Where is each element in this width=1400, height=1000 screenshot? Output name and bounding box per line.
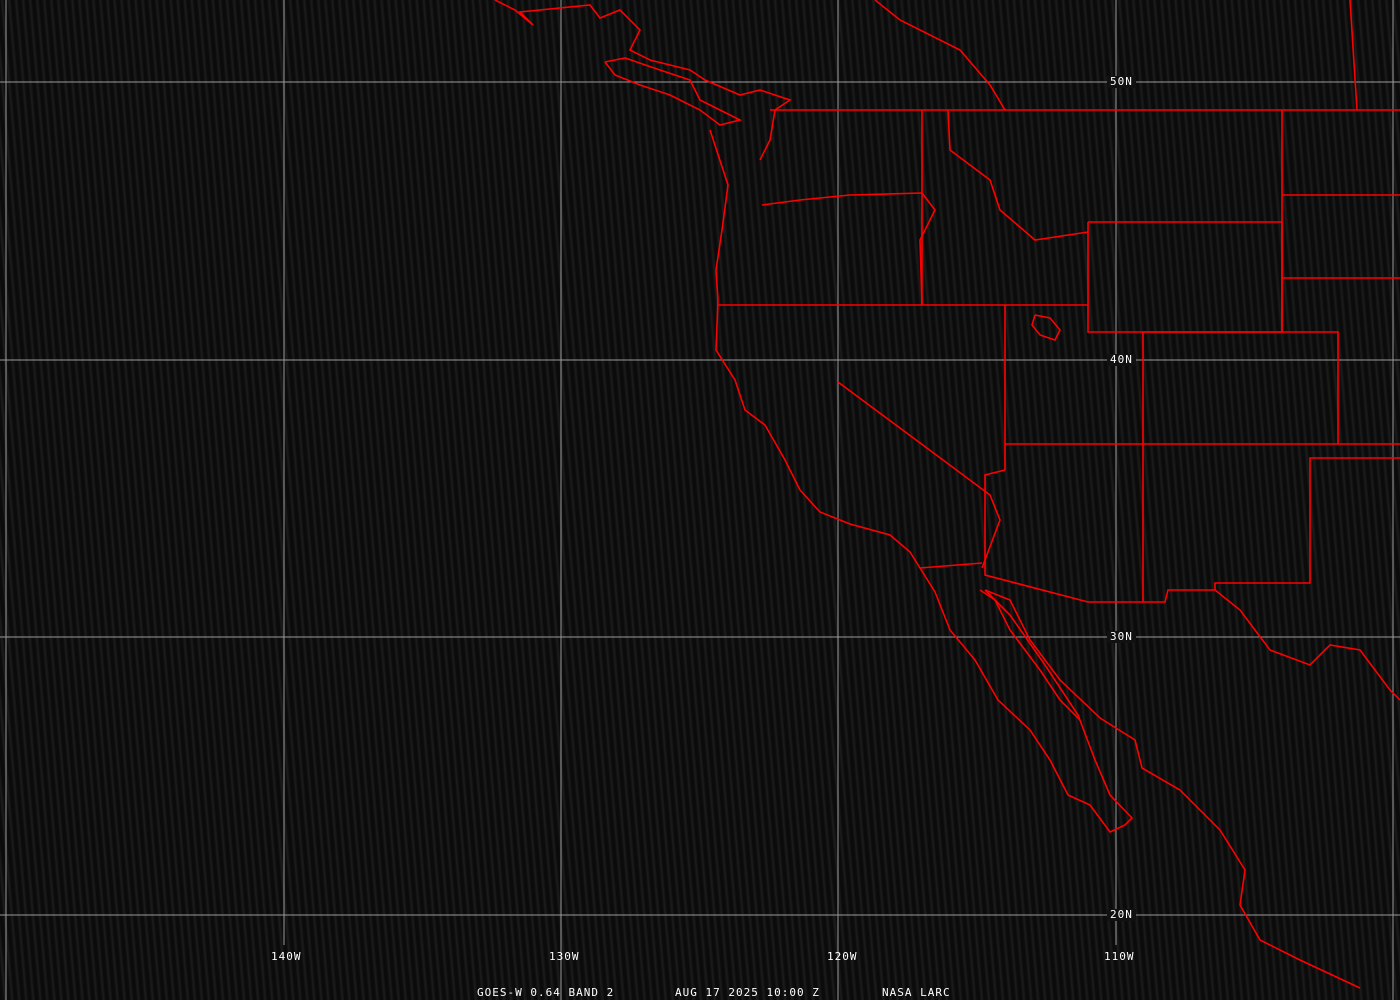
az-border xyxy=(984,469,1143,603)
colorado xyxy=(1143,331,1339,444)
lat-label-20n: 20N xyxy=(1107,909,1136,921)
lon-label-120w: 120W xyxy=(827,950,858,963)
canada-border xyxy=(874,0,1006,111)
bc-coast xyxy=(494,0,792,161)
mexico-us-gulf xyxy=(1214,589,1400,701)
id-mt-border xyxy=(947,109,1089,241)
ca-mexico-border xyxy=(919,562,983,569)
footer-satellite: GOES-W 0.64 BAND 2 xyxy=(477,986,615,999)
wyoming xyxy=(1087,221,1283,333)
lon-label-140w: 140W xyxy=(271,950,302,963)
lat-label-30n: 30N xyxy=(1107,631,1136,643)
vancouver-island xyxy=(604,57,743,126)
ca-nv-border xyxy=(837,381,1001,569)
wa-or-border xyxy=(761,192,936,306)
footer-credit: NASA LARC xyxy=(882,986,951,999)
lon-label-110w: 110W xyxy=(1104,950,1135,963)
lon-label-130w: 130W xyxy=(549,950,580,963)
mexico-mainland-coast xyxy=(984,589,1361,989)
lat-label-40n: 40N xyxy=(1107,354,1136,366)
great-salt-lake xyxy=(1031,314,1061,341)
lat-label-50n: 50N xyxy=(1107,76,1136,88)
west-coast xyxy=(709,129,1134,834)
footer-datetime: AUG 17 2025 10:00 Z xyxy=(675,986,820,999)
nm-border xyxy=(1143,457,1400,603)
coastlines-and-borders xyxy=(494,0,1400,989)
sask-manitoba-border xyxy=(1349,0,1358,111)
baja-gulf-coast xyxy=(979,589,1081,721)
